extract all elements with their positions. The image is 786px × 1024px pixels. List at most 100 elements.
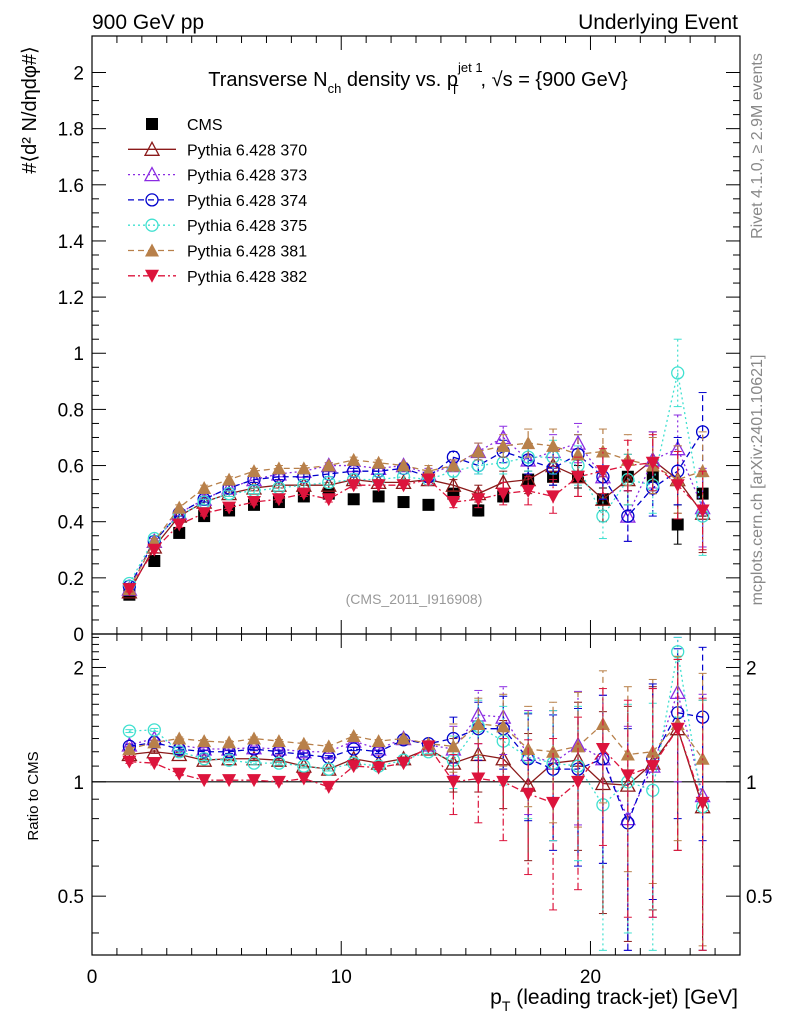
data-point (371, 455, 386, 469)
data-point (446, 739, 461, 753)
data-point (296, 736, 311, 750)
data-point (645, 456, 660, 470)
data-point (321, 458, 336, 472)
legend-marker (143, 166, 161, 182)
main-ytick-label: 0.6 (58, 457, 84, 478)
data-point (620, 459, 635, 473)
main-ylabel: #⟨d² N/dηdφ#⟩ (19, 46, 41, 174)
data-point (645, 760, 660, 774)
data-point (347, 742, 361, 756)
title-part-b: density vs. p (341, 69, 458, 91)
data-point (220, 740, 238, 756)
ratio-ytick-label: 2 (73, 658, 84, 679)
series-line (128, 442, 703, 590)
legend-marker (143, 140, 161, 156)
xlabel-p: p (490, 986, 502, 1009)
legend-marker (146, 118, 158, 130)
legend-entry-pythia-6-428-373: Pythia 6.428 373 (128, 166, 307, 185)
data-point (546, 744, 561, 758)
data-point (621, 509, 635, 523)
ratio-ylabel: Ratio to CMS (25, 751, 42, 840)
main-ytick-label: 0.4 (58, 513, 85, 534)
data-point (247, 496, 261, 510)
data-point (322, 475, 336, 490)
main-ytick-label: 0.2 (58, 569, 84, 590)
ratio-series-group (121, 636, 711, 951)
data-point (595, 465, 610, 479)
ratio-ytick-label-right: 0.5 (746, 887, 772, 908)
data-point (371, 479, 386, 493)
header-right: Underlying Event (578, 11, 738, 34)
data-point (222, 472, 237, 486)
data-point (496, 719, 511, 733)
legend-marker (145, 218, 159, 232)
ratio-series-pythia-6-428-381 (122, 655, 710, 947)
xtick-label: 20 (580, 967, 601, 988)
ratio-ytick-label-right: 1 (746, 773, 757, 794)
xlabel-rest: (leading track-jet) [GeV] (510, 986, 738, 1009)
data-point (670, 479, 685, 493)
series-line (128, 372, 704, 584)
data-point (122, 724, 137, 738)
data-point (546, 796, 561, 810)
data-point (670, 722, 685, 736)
data-point (296, 461, 311, 475)
series-line (129, 651, 704, 807)
main-ytick-label: 1.6 (58, 176, 84, 197)
main-ytick-label: 0 (73, 625, 84, 646)
data-point (270, 740, 288, 756)
data-point (546, 438, 561, 452)
legend: CMS Pythia 6.428 370 Pythia 6.428 373 Pythi… (128, 117, 307, 286)
data-point (471, 493, 486, 507)
data-point (270, 751, 288, 767)
data-point (222, 486, 236, 501)
ratio-plot-frame (91, 633, 741, 956)
series-line (128, 459, 704, 593)
ratio-ytick-label-right: 2 (746, 658, 757, 679)
data-point (271, 775, 286, 789)
legend-entry-pythia-6-428-382: Pythia 6.428 382 (128, 269, 307, 286)
data-point (346, 760, 361, 774)
data-point (421, 473, 436, 487)
data-point (371, 734, 386, 748)
legend-entry-pythia-6-428-370: Pythia 6.428 370 (128, 140, 307, 159)
data-point (222, 753, 236, 767)
data-point (595, 743, 610, 757)
main-ytick-label: 2 (73, 63, 84, 84)
data-point (197, 734, 212, 748)
data-point (471, 444, 486, 458)
legend-label: Pythia 6.428 374 (187, 193, 307, 210)
data-point (496, 487, 511, 501)
data-point (471, 716, 486, 730)
mcplots-label: mcplots.cern.ch [arXiv:2401.10621] (749, 355, 766, 606)
series-line (129, 727, 704, 804)
series-line (129, 727, 704, 807)
data-point (695, 796, 710, 810)
rivet-label: Rivet 4.1.0, ≥ 2.9M events (749, 53, 766, 239)
data-point (397, 496, 410, 509)
data-point (272, 756, 286, 770)
data-point (695, 504, 710, 518)
xlabel-sub-t: T (502, 998, 511, 1014)
legend-label: Pythia 6.428 381 (187, 244, 307, 261)
data-point (196, 751, 213, 767)
data-point (197, 481, 212, 495)
data-point (396, 757, 411, 771)
data-point (620, 769, 635, 783)
data-point (546, 490, 561, 504)
data-point (695, 751, 710, 765)
data-point (197, 774, 212, 788)
main-axis-ticks: 0 0.2 0.4 0.6 0.8 1 1.2 1.4 1.6 1.8 2 (58, 36, 741, 646)
data-point (222, 735, 237, 749)
xtick-label: 10 (331, 967, 352, 988)
data-point (271, 734, 286, 748)
title-sub-ch: ch (328, 81, 342, 96)
data-point (620, 747, 635, 761)
header-left: 900 GeV pp (92, 11, 204, 34)
title-part-c: , √s = {900 GeV} (481, 69, 629, 91)
data-point (172, 731, 187, 745)
data-point (372, 490, 385, 503)
series-line (128, 431, 704, 587)
data-point (147, 757, 162, 771)
data-point (396, 458, 411, 472)
